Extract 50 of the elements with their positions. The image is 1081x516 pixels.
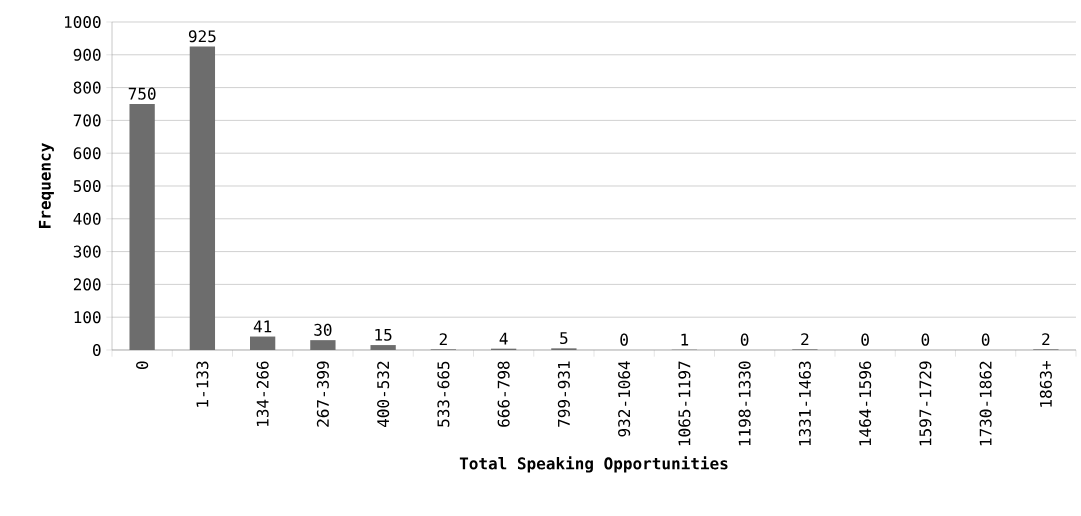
x-tick-label: 533-665 [437,361,450,427]
y-tick-label: 700 [73,114,101,127]
x-tick-label: 1464-1596 [859,361,872,446]
y-tick-label: 200 [73,278,101,291]
bar [129,103,155,350]
data-label: 925 [188,30,216,43]
data-label: 0 [921,333,930,346]
y-axis-title: Frequency [38,143,54,228]
data-label: 2 [1042,333,1050,346]
y-tick-label: 1000 [65,15,101,29]
x-tick-label: 134-266 [256,361,269,426]
y-tick-label: 100 [74,311,101,324]
x-tick-label: 1597-1729 [919,361,932,446]
x-tick-label: 1198-1330 [738,361,751,446]
data-label: 2 [439,333,447,346]
data-label: 1 [681,333,689,346]
y-tick-label: 400 [73,212,101,225]
x-tick-label: 267-399 [316,361,329,427]
data-label: 0 [981,333,990,346]
x-tick-label: 666-798 [497,361,510,427]
data-label: 0 [620,333,628,346]
data-label: 5 [560,332,568,345]
x-tick-label: 400-532 [377,361,390,428]
data-label: 2 [801,333,809,346]
bar [249,336,276,350]
y-tick-label: 600 [73,147,101,160]
x-tick-label: 1065-1197 [678,361,691,446]
x-tick-label: 0 [136,361,149,369]
data-label: 0 [740,333,749,346]
bar [310,340,336,350]
bar [189,46,216,350]
y-tick-label: 800 [73,81,101,94]
x-tick-label: 1863+ [1039,361,1052,407]
bar [370,345,396,350]
y-tick-label: 500 [73,179,101,193]
data-label: 750 [128,87,156,100]
data-label: 41 [253,320,272,333]
x-tick-label: 799-931 [557,361,570,427]
y-tick-label: 0 [93,343,101,357]
y-tick-label: 300 [73,245,101,258]
data-label: 15 [375,328,392,341]
data-label: 30 [314,323,332,336]
x-tick-label: 932-1064 [618,361,631,437]
x-tick-label: 1730-1862 [979,361,992,446]
x-tick-label: 1-133 [196,361,209,407]
data-label: 0 [861,333,869,346]
y-tick-label: 900 [73,48,101,61]
data-label: 4 [499,332,508,345]
x-axis-title: Total Speaking Opportunities [459,456,728,473]
x-tick-label: 1331-1463 [798,361,811,446]
